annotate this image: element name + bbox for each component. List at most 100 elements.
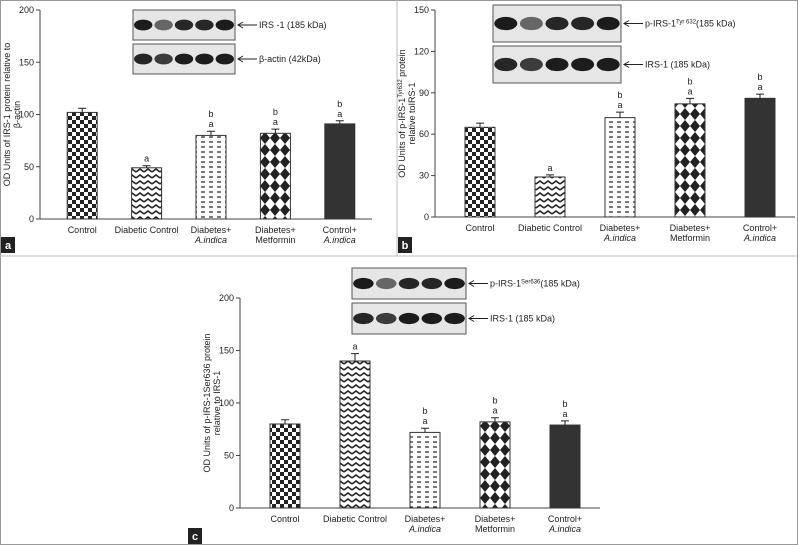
y-tick-label: 0 — [424, 212, 429, 222]
arrow — [468, 315, 488, 322]
panel-badge — [398, 237, 412, 253]
significance-letter: b — [422, 406, 427, 416]
bar — [195, 134, 227, 220]
y-tick-label: 30 — [419, 171, 429, 181]
label-part: OD Units of p-IRS-1Ser636 protein — [202, 333, 212, 472]
y-axis-label: OD Units of p-IRS-1Tyr632 protein — [397, 49, 407, 177]
label-part: protein — [397, 49, 407, 79]
x-tick-label: Diabetic Control — [115, 225, 179, 235]
bar — [339, 360, 371, 509]
bar — [534, 176, 566, 218]
blot-band — [134, 53, 153, 65]
x-tick-label: Diabetes+ — [475, 514, 516, 524]
error-bar — [616, 111, 624, 118]
blot-band — [596, 16, 620, 31]
significance-letter: a — [687, 86, 692, 96]
arrow — [468, 280, 488, 287]
error-bar — [142, 165, 151, 168]
blot-band — [375, 312, 397, 325]
arrow — [237, 21, 257, 29]
y-tick-label: 50 — [224, 451, 234, 461]
significance-letter: b — [687, 76, 692, 86]
blot-band — [571, 57, 595, 72]
label-part: IRS-1 (185 kDa) — [490, 314, 555, 324]
bar — [66, 111, 98, 220]
significance-letter: a — [352, 342, 357, 352]
label-part: OD Units of IRS-1 protein relative to — [2, 43, 12, 187]
y-axis-label: OD Units of p-IRS-1Ser636 protein — [202, 333, 212, 472]
y-tick-label: 150 — [219, 346, 234, 356]
blot-band — [444, 277, 465, 290]
blot-label: IRS-1 (185 kDa) — [490, 314, 555, 324]
label-part: relative toIRS-1 — [407, 82, 417, 144]
bar — [479, 421, 511, 509]
error-bar — [476, 122, 484, 128]
bar — [324, 123, 356, 220]
error-bar — [546, 174, 554, 177]
blot-label: p-IRS-1Tyr 632(185 kDa) — [645, 19, 736, 29]
blot-band — [398, 312, 420, 325]
label-part: p-IRS-1 — [490, 279, 521, 289]
significance-letter: a — [422, 416, 427, 426]
panel-badge — [188, 528, 202, 544]
label-part: Tyr632 — [398, 79, 404, 98]
significance-letter: a — [144, 154, 149, 164]
x-tick-label: A.indica — [194, 235, 227, 245]
error-bar — [686, 97, 694, 104]
y-tick-label: 60 — [419, 129, 429, 139]
error-bar — [281, 419, 289, 424]
blot-band — [444, 312, 465, 325]
y-tick-label: 150 — [414, 5, 429, 15]
panel-letter: b — [402, 240, 409, 252]
significance-letter: b — [208, 109, 213, 119]
blot-band — [421, 312, 443, 325]
blot-band — [421, 277, 443, 290]
error-bar — [756, 93, 764, 99]
x-tick-label: A.indica — [408, 524, 441, 534]
label-part: IRS-1 (185 kDa) — [645, 60, 710, 70]
x-tick-label: Control+ — [323, 225, 357, 235]
arrow — [623, 61, 643, 68]
blot-band — [195, 19, 214, 31]
bar — [549, 424, 581, 509]
x-tick-label: Diabetes+ — [255, 225, 296, 235]
significance-letter: b — [757, 72, 762, 82]
blot-band — [519, 16, 543, 31]
label-part: p-IRS-1 — [645, 19, 676, 29]
blot-band — [134, 19, 153, 31]
significance-letter: b — [273, 107, 278, 117]
blot-label: β-actin (42kDa) — [259, 54, 321, 64]
y-axis-label: relative toIRS-1 — [407, 82, 417, 144]
x-tick-label: Control — [270, 514, 299, 524]
label-part: relative to IRS-1 — [212, 371, 222, 436]
x-tick-label: Diabetes+ — [600, 223, 641, 233]
blot-label: p-IRS-1Ser636(185 kDa) — [490, 279, 580, 289]
x-tick-label: Control — [68, 225, 97, 235]
bar — [409, 431, 441, 509]
x-tick-label: Control+ — [743, 223, 777, 233]
blot-band — [398, 277, 420, 290]
y-tick-label: 90 — [419, 88, 429, 98]
x-tick-label: Diabetic Control — [323, 514, 387, 524]
significance-letter: b — [617, 90, 622, 100]
error-bar — [351, 353, 359, 361]
y-tick-label: 200 — [19, 5, 34, 15]
bar — [131, 167, 163, 220]
blot-band — [545, 16, 569, 31]
blot-band — [375, 277, 397, 290]
significance-letter: a — [492, 406, 497, 416]
label-part: IRS -1 (185 kDa) — [259, 20, 327, 30]
label-part: (185 kDa) — [696, 19, 736, 29]
blot-band — [195, 53, 214, 65]
x-tick-label: A.indica — [603, 233, 636, 243]
bar — [464, 126, 496, 218]
y-axis-label: relative to IRS-1 — [212, 371, 222, 436]
blot-label: IRS -1 (185 kDa) — [259, 20, 327, 30]
x-tick-label: A.indica — [743, 233, 776, 243]
x-tick-label: Diabetes+ — [670, 223, 711, 233]
arrow — [237, 55, 257, 63]
significance-letter: a — [617, 100, 622, 110]
label-part: Tyr 632 — [676, 20, 697, 26]
label-part: β-actin (42kDa) — [259, 54, 321, 64]
